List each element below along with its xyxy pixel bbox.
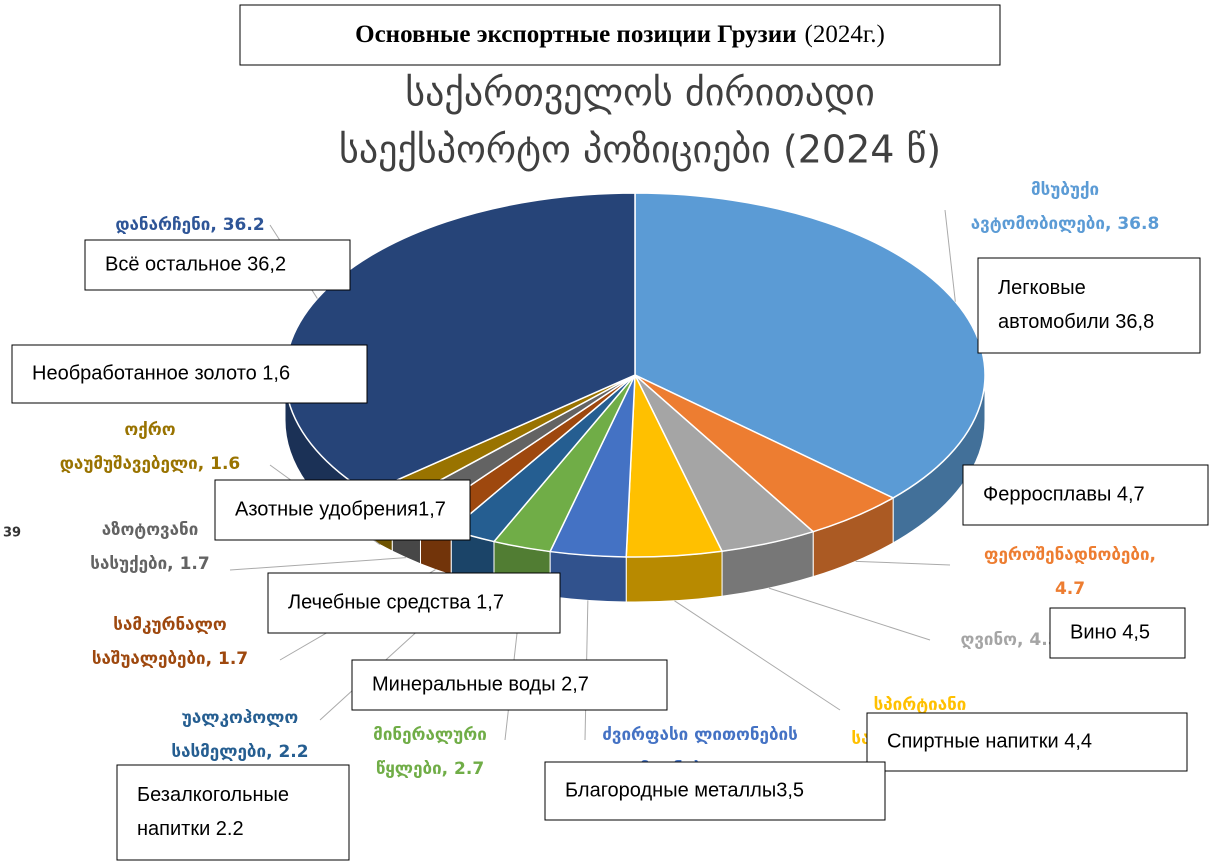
leader-line: [855, 560, 951, 566]
data-label: დანარჩენი, 36.2: [115, 215, 264, 235]
data-label: წყლები, 2.7: [376, 759, 484, 779]
data-label: მინერალური: [373, 725, 487, 745]
annotation: Легковые: [998, 277, 1086, 299]
data-label: სპირტიანი: [874, 695, 967, 715]
title-ru: Основные экспортные позиции Грузии (2024г…: [355, 21, 885, 48]
data-label: აზოტოვანი: [102, 520, 199, 540]
annotation-box: [84, 239, 351, 291]
annotation-box: [214, 479, 471, 541]
annotation: Минеральные воды 2,7: [372, 673, 589, 695]
title-ru-year: (2024г.): [805, 21, 885, 48]
annotation-box: [962, 464, 1209, 526]
side-text: 39: [3, 526, 21, 541]
leader-line: [768, 587, 931, 641]
annotation: Ферросплавы 4,7: [983, 483, 1145, 505]
title-ru-bold: Основные экспортные позиции Грузии: [355, 21, 796, 48]
leader-line: [674, 600, 841, 711]
chart-title: საექსპორტო პოზიციები (2024 წ): [339, 128, 941, 172]
data-label: უალკოჰოლო: [182, 708, 299, 728]
annotation: Благородные металлы3,5: [565, 779, 804, 801]
pie-tops: [284, 192, 986, 558]
annotation: Лечебные средства 1,7: [288, 591, 504, 613]
data-label: ფეროშენადნობები,: [984, 545, 1156, 565]
data-label: სამკურნალო: [113, 615, 227, 635]
title-box: [239, 4, 1001, 66]
annotation-box: [866, 712, 1188, 772]
annotation-box: [977, 257, 1201, 354]
annotation: Всё остальное 36,2: [105, 253, 286, 275]
annotation: Безалкогольные: [137, 784, 289, 806]
slice: [634, 192, 986, 499]
annotation: Спиртные напитки 4,4: [887, 730, 1092, 752]
annotation-box: [351, 659, 668, 711]
chart-title: საქართველოს ძირითადი: [405, 71, 875, 115]
leader-line: [229, 557, 407, 571]
data-label: ღვინო, 4.5: [960, 630, 1059, 650]
annotation-box: [544, 761, 886, 821]
annotation: напитки 2.2: [137, 818, 244, 840]
data-label: ოქრო: [124, 420, 175, 440]
slice-side: [549, 550, 627, 603]
data-label: ძვირფასი ლითონების: [602, 725, 798, 745]
data-label: მსუბუქი: [1031, 180, 1099, 200]
leader-line: [944, 209, 956, 302]
annotation-box: [267, 572, 561, 634]
annotation: Вино 4,5: [1070, 621, 1150, 643]
data-label: საშუალებები, 1.7: [92, 649, 248, 669]
annotation: автомобили 36,8: [998, 311, 1154, 333]
annotation-box: [116, 764, 350, 861]
slice: [284, 192, 636, 494]
annotation: Необработанное золото 1,6: [32, 362, 290, 384]
data-label: სასმელები, 2.2: [171, 742, 308, 762]
slice-side: [625, 550, 723, 603]
data-label: ავტომობილები, 36.8: [971, 214, 1160, 234]
data-label: 4.7: [1055, 579, 1085, 599]
data-label: დაუმუშავებელი, 1.6: [60, 454, 241, 474]
annotation: Азотные удобрения1,7: [235, 498, 446, 520]
data-label: სასუქები, 1.7: [90, 554, 209, 574]
annotation-box: [1049, 607, 1186, 659]
annotation-box: [11, 344, 368, 404]
